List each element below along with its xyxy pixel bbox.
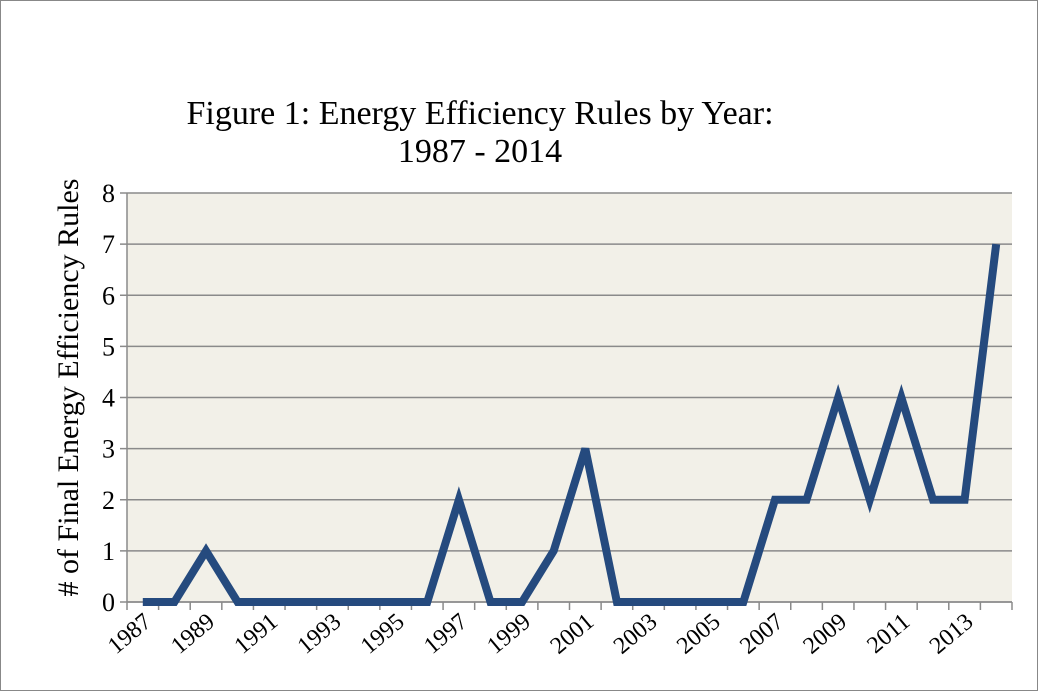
x-tick-label: 2005	[672, 609, 725, 660]
y-tick-label: 7	[102, 230, 115, 259]
x-tick-label: 2013	[925, 609, 978, 660]
x-tick-label: 2003	[609, 609, 662, 660]
x-tick-label: 2009	[799, 609, 852, 660]
x-tick-label: 2007	[735, 609, 788, 660]
x-tick-label: 1989	[166, 609, 219, 660]
y-axis-label: # of Final Energy Efficiency Rules	[52, 179, 85, 597]
x-tick-label: 2001	[546, 609, 599, 660]
x-tick-label: 1995	[356, 609, 409, 660]
y-tick-label: 0	[102, 588, 115, 617]
y-tick-label: 6	[102, 281, 115, 310]
x-tick-label: 2011	[862, 609, 915, 659]
data-line	[142, 243, 1001, 606]
y-tick-label: 3	[102, 435, 115, 464]
chart-title: Figure 1: Energy Efficiency Rules by Yea…	[186, 95, 774, 170]
y-tick-label: 5	[102, 332, 115, 361]
x-tick-label: 1997	[419, 609, 472, 660]
y-tick-label: 4	[102, 384, 115, 413]
y-tick-label: 1	[102, 537, 115, 566]
y-tick-label: 2	[102, 486, 115, 515]
x-tick-label: 1999	[482, 609, 535, 660]
x-tick-label: 1993	[293, 609, 346, 660]
x-tick-label: 1991	[230, 609, 283, 660]
y-tick-label: 8	[102, 179, 115, 208]
